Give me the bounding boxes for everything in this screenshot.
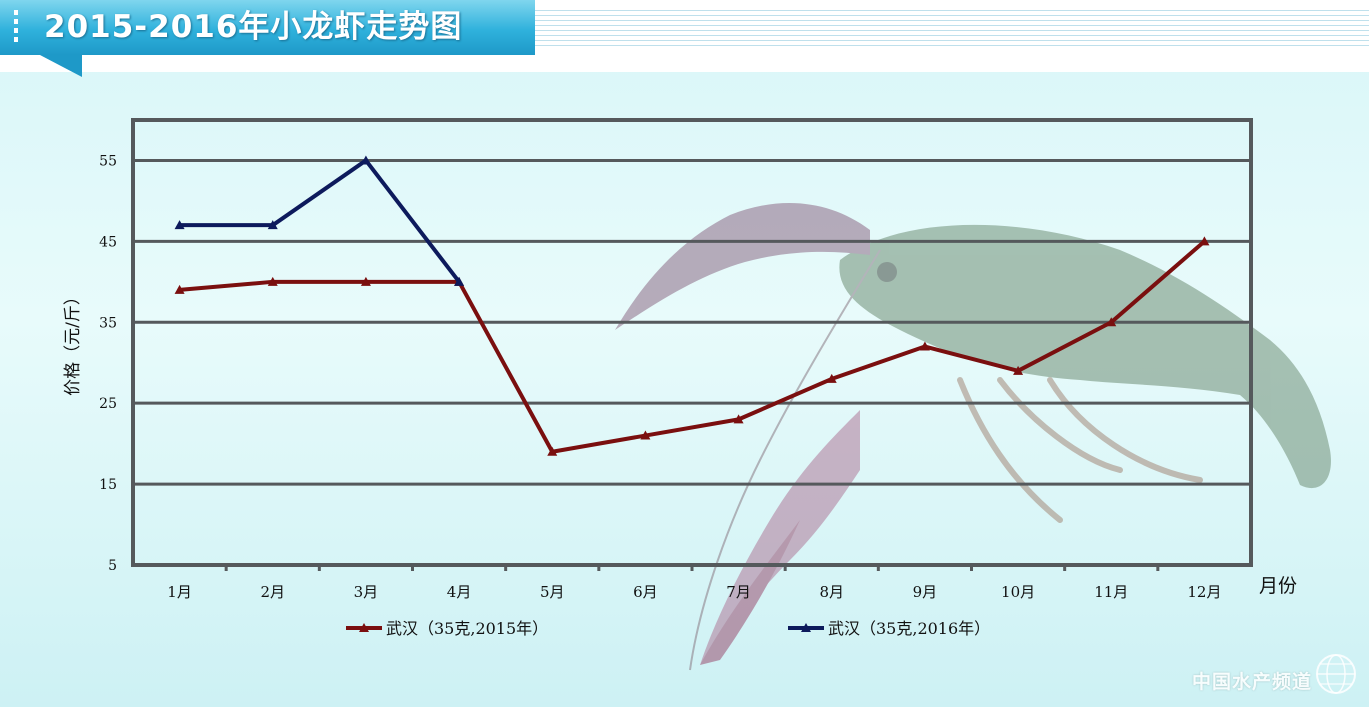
title-banner	[0, 0, 535, 55]
data-point-marker	[1013, 365, 1024, 375]
globe-icon	[1316, 654, 1356, 694]
data-point-marker	[174, 284, 185, 294]
y-tick-label: 15	[99, 477, 117, 493]
data-point-marker	[826, 373, 837, 383]
legend-label: 武汉（35克,2016年）	[828, 619, 990, 638]
data-point-marker	[640, 430, 651, 440]
x-axis-tick-labels: 1月 2月 3月 4月 5月 6月 7月 8月 9月 10月 11月 12月	[167, 583, 1221, 601]
y-axis-label: 价格（元/斤）	[63, 288, 83, 396]
x-tick-label: 3月	[354, 583, 379, 601]
gridlines	[133, 158, 1251, 486]
x-tick-label: 4月	[447, 583, 472, 601]
legend-marker	[359, 623, 369, 632]
header-decorative-stripes	[535, 10, 1369, 50]
x-tick-label: 9月	[913, 583, 938, 601]
x-tick-label: 1月	[167, 583, 192, 601]
x-tick-label: 5月	[540, 583, 565, 601]
legend-marker	[801, 623, 811, 632]
x-tick-label: 8月	[819, 583, 844, 601]
chart-legend: 武汉（35克,2015年） 武汉（35克,2016年）	[346, 619, 990, 638]
data-point-marker	[547, 446, 558, 456]
data-point-marker	[1199, 236, 1210, 246]
title-banner-tail	[40, 55, 82, 77]
x-tick-label: 2月	[260, 583, 285, 601]
data-point-marker	[267, 276, 278, 286]
y-tick-label: 25	[99, 396, 117, 412]
y-tick-label: 45	[99, 234, 117, 250]
data-point-marker	[454, 276, 465, 286]
data-point-marker	[919, 341, 930, 351]
plot-area: 5 15 25 35 45 55 1月 2月 3月 4月 5月 6月 7月 8月 9月 10月 11月 12月	[99, 118, 1253, 601]
data-point-marker	[360, 276, 371, 286]
data-point-marker	[733, 414, 744, 424]
series-line-2016	[179, 158, 461, 284]
legend-label: 武汉（35克,2015年）	[386, 619, 548, 638]
y-tick-label: 5	[108, 558, 117, 574]
series-line-2015	[179, 239, 1206, 454]
x-tick-label: 10月	[1001, 583, 1035, 601]
series-lines	[174, 155, 1210, 456]
x-tick-label: 11月	[1094, 583, 1128, 601]
banner-dash-marks	[14, 10, 18, 46]
watermark-text: 中国水产频道	[1192, 671, 1313, 693]
y-axis-tick-labels: 5 15 25 35 45 55	[99, 153, 117, 574]
data-point-marker	[174, 220, 185, 230]
data-point-marker	[360, 155, 371, 165]
y-tick-label: 55	[99, 153, 117, 169]
chart-page-title: 2015-2016年小龙虾走势图	[44, 9, 463, 45]
x-tick-label: 12月	[1187, 583, 1221, 601]
y-tick-label: 35	[99, 315, 117, 331]
data-point-marker	[267, 220, 278, 230]
x-axis-ticks	[224, 565, 1160, 571]
data-point-marker	[1106, 317, 1117, 327]
x-tick-label: 6月	[633, 583, 658, 601]
x-axis-label: 月份	[1259, 575, 1297, 597]
crayfish-illustration	[615, 203, 1331, 671]
x-tick-label: 7月	[726, 583, 751, 601]
